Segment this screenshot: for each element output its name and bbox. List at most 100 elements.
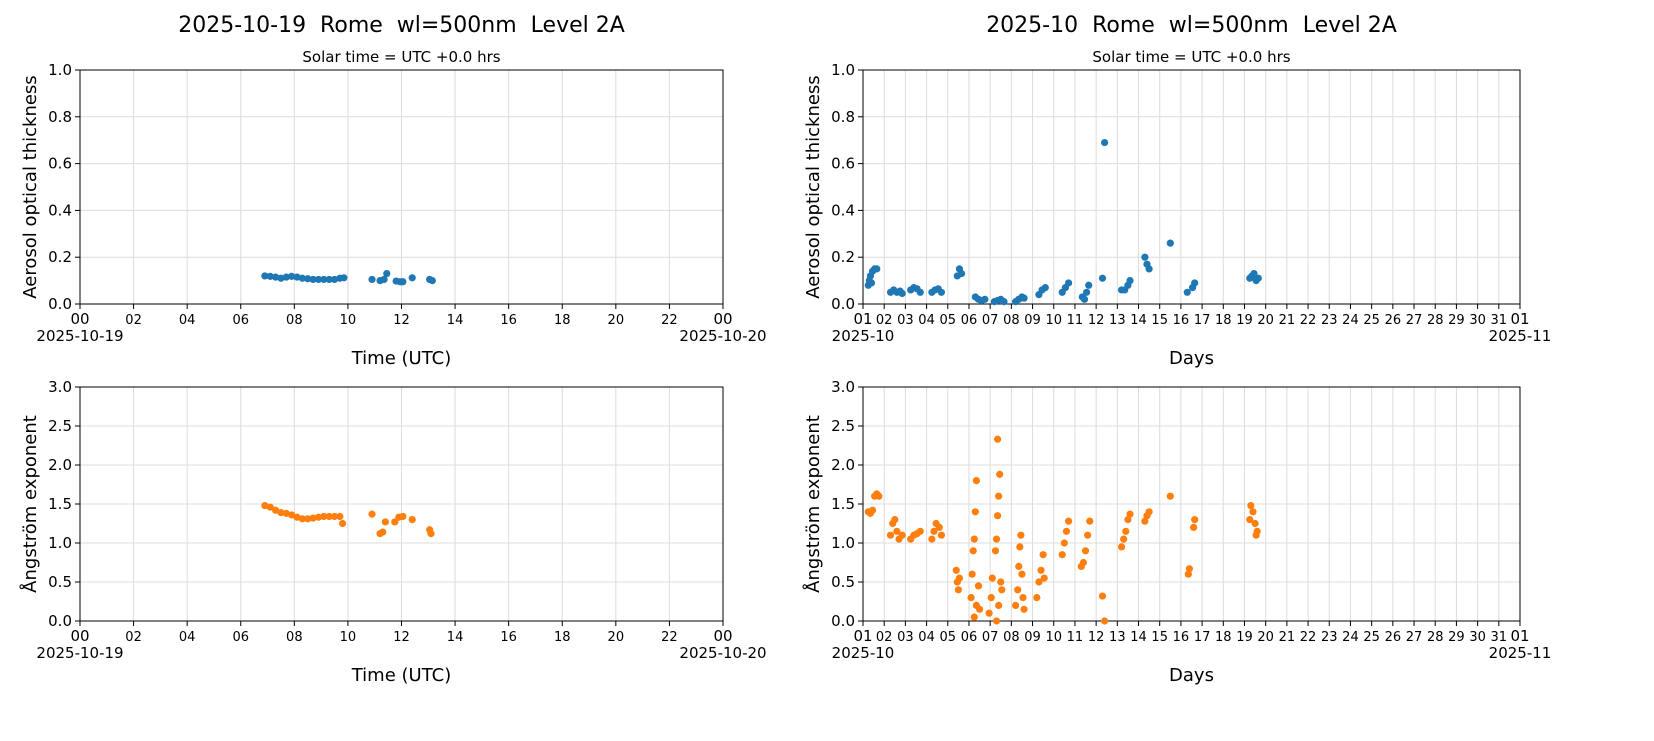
data-point bbox=[1246, 516, 1254, 524]
x-tick-label: 01 bbox=[1510, 310, 1529, 328]
data-point bbox=[1251, 519, 1259, 528]
x-tick-label: 20 bbox=[1257, 630, 1274, 645]
data-point bbox=[898, 289, 906, 298]
y-tick-label: 3.0 bbox=[48, 378, 72, 396]
x-tick-label: 27 bbox=[1406, 313, 1423, 328]
data-point bbox=[1019, 594, 1027, 602]
data-point bbox=[957, 269, 966, 278]
x-tick-label: 06 bbox=[961, 313, 978, 328]
data-point bbox=[288, 272, 296, 280]
data-point bbox=[995, 601, 1003, 610]
data-point bbox=[1185, 565, 1193, 573]
data-point bbox=[304, 515, 312, 523]
data-point bbox=[309, 275, 317, 284]
data-point bbox=[996, 470, 1004, 478]
data-point bbox=[1039, 551, 1047, 559]
x-tick-label: 15 bbox=[1151, 630, 1168, 645]
x-start-date: 2025-10-19 bbox=[36, 327, 123, 345]
data-point bbox=[1035, 578, 1043, 586]
x-tick-label: 06 bbox=[232, 313, 249, 328]
y-tick-label: 0.8 bbox=[831, 108, 855, 126]
data-point bbox=[985, 609, 993, 617]
x-end-date: 2025-11 bbox=[1489, 644, 1552, 662]
data-point bbox=[1058, 551, 1066, 559]
data-point bbox=[428, 277, 436, 285]
x-tick-label: 03 bbox=[897, 313, 914, 328]
x-tick-label: 09 bbox=[1024, 313, 1041, 328]
data-point bbox=[993, 435, 1002, 443]
data-point bbox=[277, 508, 285, 517]
x-tick-label: 30 bbox=[1469, 630, 1486, 645]
data-point bbox=[330, 512, 339, 521]
chart-title: 2025-10-19 Rome wl=500nm Level 2A bbox=[178, 13, 625, 38]
x-tick-label: 00 bbox=[70, 627, 89, 645]
x-tick-label: 10 bbox=[340, 313, 357, 328]
x-axis-label: Time (UTC) bbox=[351, 665, 452, 686]
x-tick-label: 30 bbox=[1469, 313, 1486, 328]
x-tick-label: 12 bbox=[393, 313, 410, 328]
data-point bbox=[893, 527, 901, 535]
x-tick-label: 25 bbox=[1363, 313, 1380, 328]
data-point bbox=[886, 531, 895, 539]
data-point bbox=[998, 586, 1006, 594]
x-tick-label: 08 bbox=[286, 313, 303, 328]
x-axis-label: Days bbox=[1169, 348, 1214, 369]
x-tick-label: 17 bbox=[1194, 630, 1211, 645]
y-tick-label: 2.0 bbox=[831, 456, 855, 474]
x-tick-label: 14 bbox=[1130, 630, 1147, 645]
x-tick-label: 22 bbox=[661, 313, 678, 328]
x-tick-label: 31 bbox=[1491, 313, 1508, 328]
x-tick-label: 04 bbox=[918, 313, 935, 328]
x-tick-label: 20 bbox=[608, 313, 625, 328]
data-point bbox=[1084, 531, 1092, 539]
data-point bbox=[1250, 269, 1258, 278]
x-tick-label: 22 bbox=[661, 630, 678, 645]
data-point bbox=[379, 528, 387, 536]
x-tick-label: 02 bbox=[876, 630, 893, 645]
y-tick-label: 0.6 bbox=[48, 155, 72, 173]
data-point bbox=[1184, 570, 1192, 578]
x-axis-label: Days bbox=[1169, 665, 1214, 686]
data-point bbox=[1126, 277, 1134, 285]
data-point bbox=[1249, 508, 1257, 516]
x-tick-label: 14 bbox=[447, 313, 464, 328]
x-tick-label: 22 bbox=[1300, 630, 1317, 645]
data-point bbox=[974, 582, 983, 590]
plot-frame bbox=[862, 69, 1521, 305]
x-tick-label: 06 bbox=[232, 630, 249, 645]
plot-frame bbox=[79, 386, 724, 622]
data-point bbox=[1018, 570, 1026, 578]
x-tick-label: 18 bbox=[1215, 630, 1232, 645]
data-point bbox=[970, 535, 978, 543]
y-tick-label: 1.0 bbox=[831, 61, 855, 79]
y-tick-label: 1.0 bbox=[48, 61, 72, 79]
y-tick-label: 1.5 bbox=[831, 495, 855, 513]
data-point bbox=[1041, 284, 1049, 292]
y-tick-label: 0.4 bbox=[48, 201, 72, 219]
data-point bbox=[1086, 517, 1094, 525]
x-tick-label: 07 bbox=[982, 313, 999, 328]
x-tick-label: 02 bbox=[125, 630, 142, 645]
data-point bbox=[320, 275, 328, 284]
x-tick-label: 28 bbox=[1427, 313, 1444, 328]
data-point bbox=[1254, 274, 1262, 282]
x-tick-label: 20 bbox=[1257, 313, 1274, 328]
data-point bbox=[380, 275, 388, 284]
data-point bbox=[1124, 516, 1132, 524]
x-tick-label: 28 bbox=[1427, 630, 1444, 645]
x-tick-label: 16 bbox=[1173, 313, 1190, 328]
y-tick-label: 1.5 bbox=[48, 495, 72, 513]
x-tick-label: 07 bbox=[982, 630, 999, 645]
y-tick-label: 0.0 bbox=[831, 295, 855, 313]
data-point bbox=[1033, 594, 1041, 602]
x-tick-label: 20 bbox=[608, 630, 625, 645]
subtitle: Solar time = UTC +0.0 hrs bbox=[302, 48, 500, 66]
data-point bbox=[1145, 508, 1153, 516]
x-tick-label: 05 bbox=[940, 313, 957, 328]
data-point bbox=[867, 279, 876, 287]
x-tick-label: 04 bbox=[918, 630, 935, 645]
x-tick-label: 04 bbox=[179, 313, 196, 328]
x-tick-label: 01 bbox=[1510, 627, 1529, 645]
x-tick-label: 21 bbox=[1279, 630, 1296, 645]
data-point bbox=[408, 516, 416, 524]
